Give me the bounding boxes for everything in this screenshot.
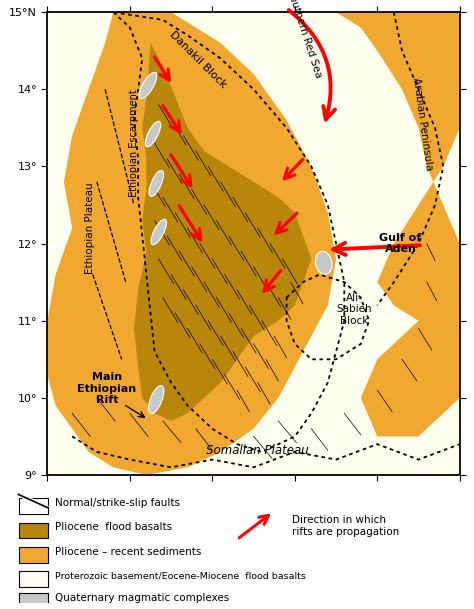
- Polygon shape: [361, 282, 460, 437]
- Text: Gulf of
Aden: Gulf of Aden: [379, 233, 421, 255]
- Text: Arabian Peninsula: Arabian Peninsula: [411, 77, 434, 171]
- Ellipse shape: [149, 171, 164, 197]
- Polygon shape: [134, 43, 311, 421]
- Bar: [18, 523, 48, 538]
- Ellipse shape: [151, 219, 166, 245]
- Text: Somalian Plateau: Somalian Plateau: [206, 444, 309, 457]
- Text: Main
Ethiopian
Rift: Main Ethiopian Rift: [77, 372, 137, 405]
- Bar: [18, 547, 48, 563]
- Text: Proterozoic basement/Eocene-Miocene  flood basalts: Proterozoic basement/Eocene-Miocene floo…: [55, 572, 306, 580]
- Text: Southern Red Sea: Southern Red Sea: [285, 0, 324, 80]
- Text: Pliocene  flood basalts: Pliocene flood basalts: [55, 523, 172, 532]
- Text: Quaternary magmatic complexes: Quaternary magmatic complexes: [55, 593, 229, 603]
- Text: Normal/strike-slip faults: Normal/strike-slip faults: [55, 498, 180, 508]
- Ellipse shape: [315, 252, 332, 275]
- Text: Danakil Block: Danakil Block: [167, 30, 228, 90]
- Bar: [18, 498, 48, 514]
- Polygon shape: [47, 12, 336, 475]
- Bar: [18, 571, 48, 587]
- Ellipse shape: [149, 385, 164, 414]
- Text: Pliocene – recent sediments: Pliocene – recent sediments: [55, 547, 201, 557]
- Ellipse shape: [139, 72, 157, 99]
- Text: Ethiopian Plateau: Ethiopian Plateau: [85, 182, 95, 274]
- Polygon shape: [336, 12, 460, 321]
- Text: Direction in which
rifts are propagation: Direction in which rifts are propagation: [292, 515, 399, 537]
- Text: Ali-
Sabieh
Block: Ali- Sabieh Block: [337, 292, 372, 326]
- Text: Ethiopian Escarpment: Ethiopian Escarpment: [129, 90, 139, 197]
- Ellipse shape: [145, 121, 161, 147]
- Bar: [18, 593, 48, 609]
